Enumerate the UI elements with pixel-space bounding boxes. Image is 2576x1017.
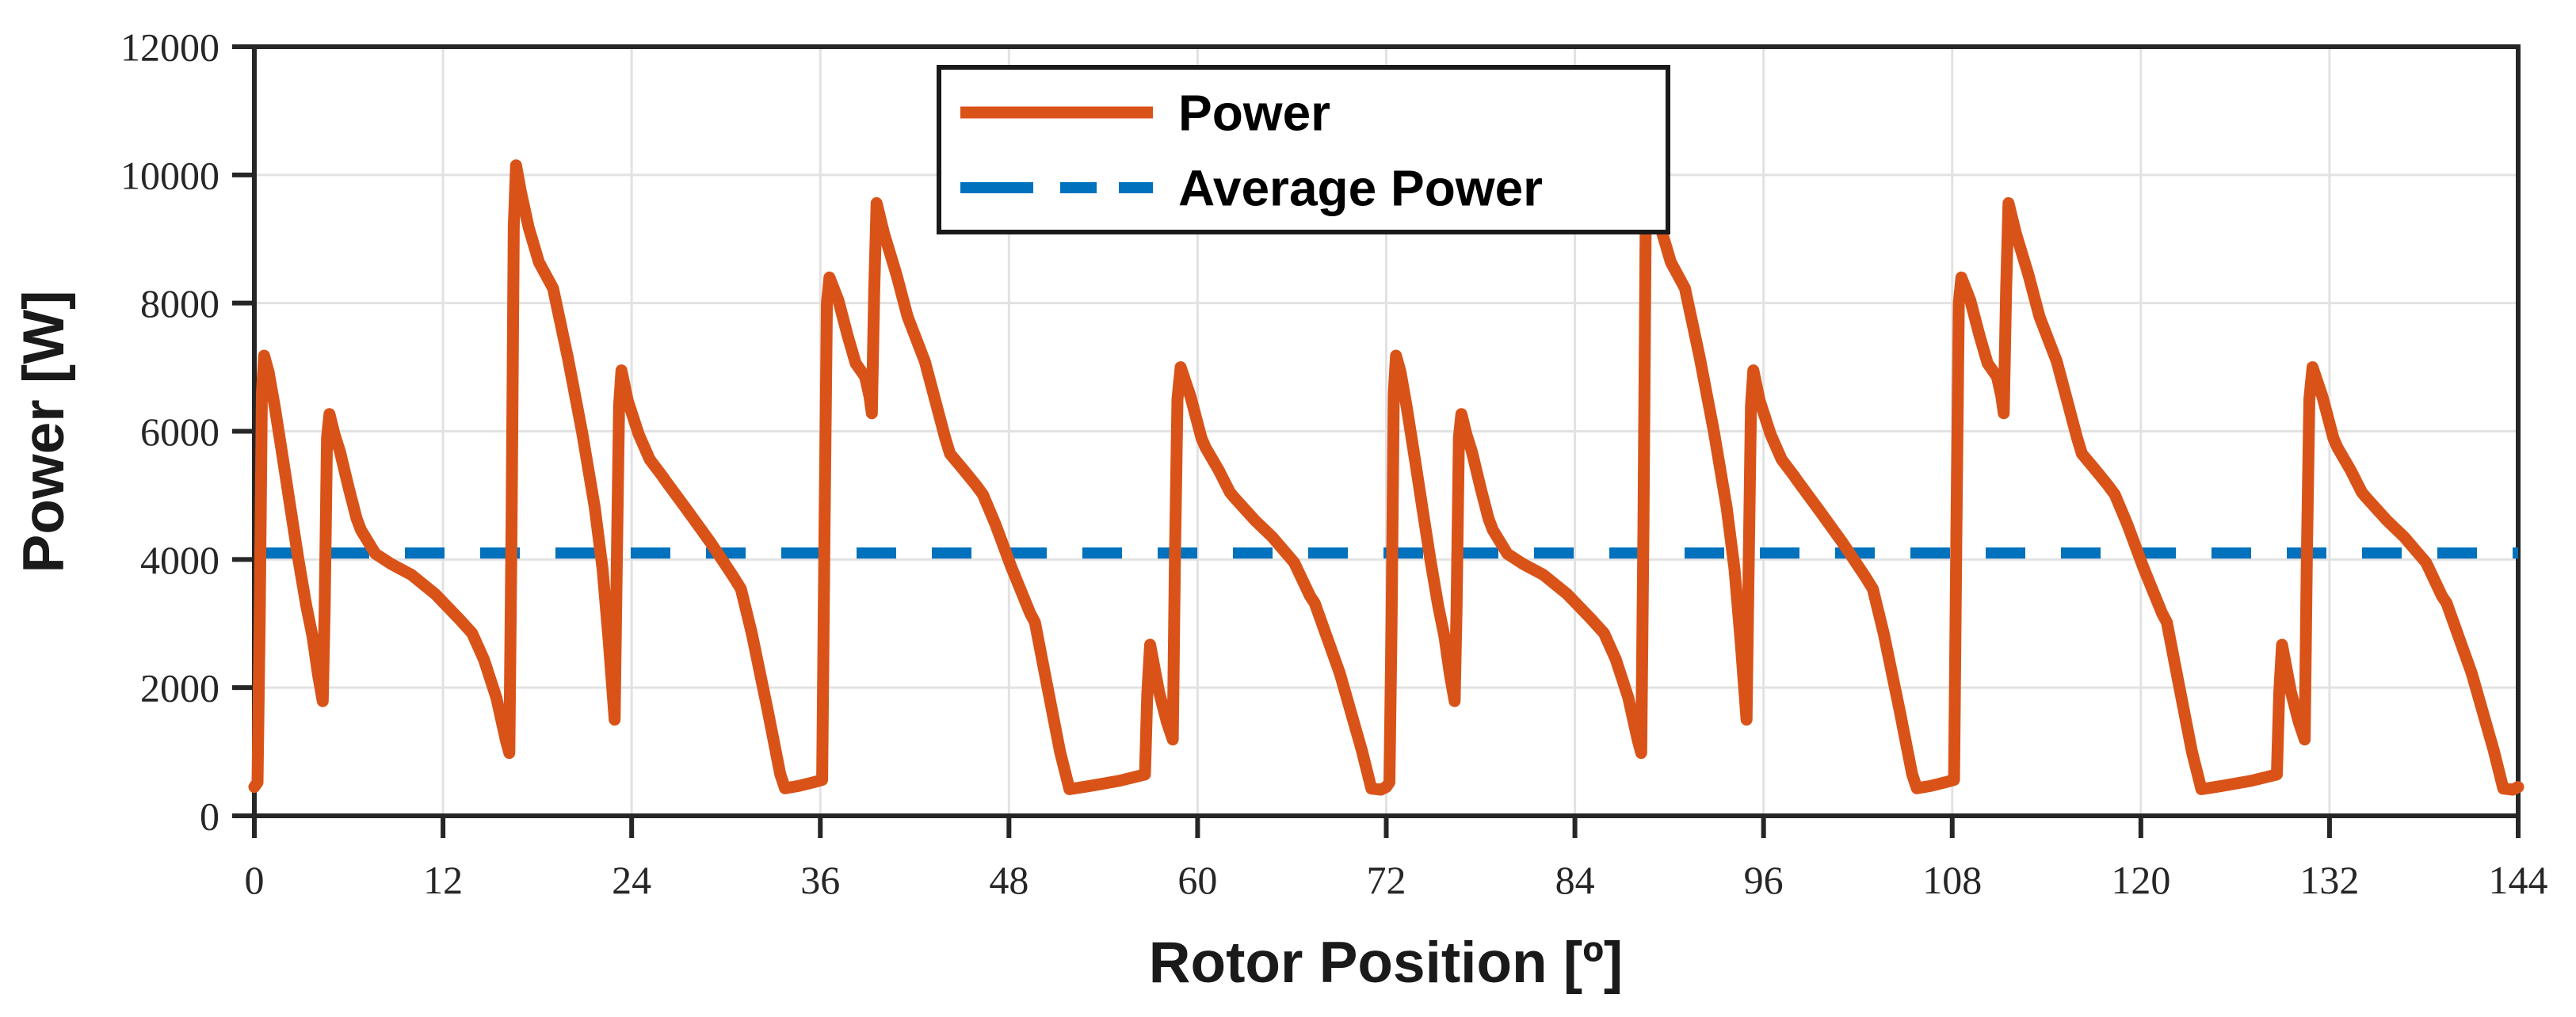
x-tick-label: 48 bbox=[989, 858, 1028, 902]
y-tick-label: 10000 bbox=[120, 153, 219, 197]
x-axis-label: Rotor Position [º] bbox=[1149, 931, 1623, 995]
x-tick-label: 0 bbox=[245, 858, 265, 902]
y-tick-label: 0 bbox=[200, 794, 219, 839]
y-tick-label: 6000 bbox=[140, 409, 219, 454]
y-tick-label: 12000 bbox=[120, 25, 219, 70]
y-tick-label: 8000 bbox=[140, 281, 219, 326]
x-tick-label: 132 bbox=[2299, 858, 2359, 902]
x-tick-label: 24 bbox=[612, 858, 651, 902]
legend-box bbox=[937, 65, 1670, 234]
x-tick-label: 120 bbox=[2111, 858, 2170, 902]
y-tick-label: 4000 bbox=[140, 538, 219, 582]
power-line bbox=[248, 159, 2524, 796]
legend-average-label: Average Power bbox=[1178, 159, 1543, 216]
y-tick-label: 2000 bbox=[140, 666, 219, 710]
legend[interactable]: Power Average Power bbox=[937, 65, 1670, 234]
x-tick-label: 72 bbox=[1367, 858, 1406, 902]
x-tick-label: 60 bbox=[1177, 858, 1217, 902]
x-tick-label: 144 bbox=[2489, 858, 2548, 902]
x-tick-label: 108 bbox=[1922, 858, 1982, 902]
x-tick-label: 84 bbox=[1555, 858, 1595, 902]
x-tick-label: 36 bbox=[800, 858, 840, 902]
x-tick-label: 96 bbox=[1744, 858, 1784, 902]
legend-power-label: Power bbox=[1178, 84, 1330, 141]
y-axis-label: Power [W] bbox=[12, 291, 76, 573]
x-tick-label: 12 bbox=[423, 858, 463, 902]
